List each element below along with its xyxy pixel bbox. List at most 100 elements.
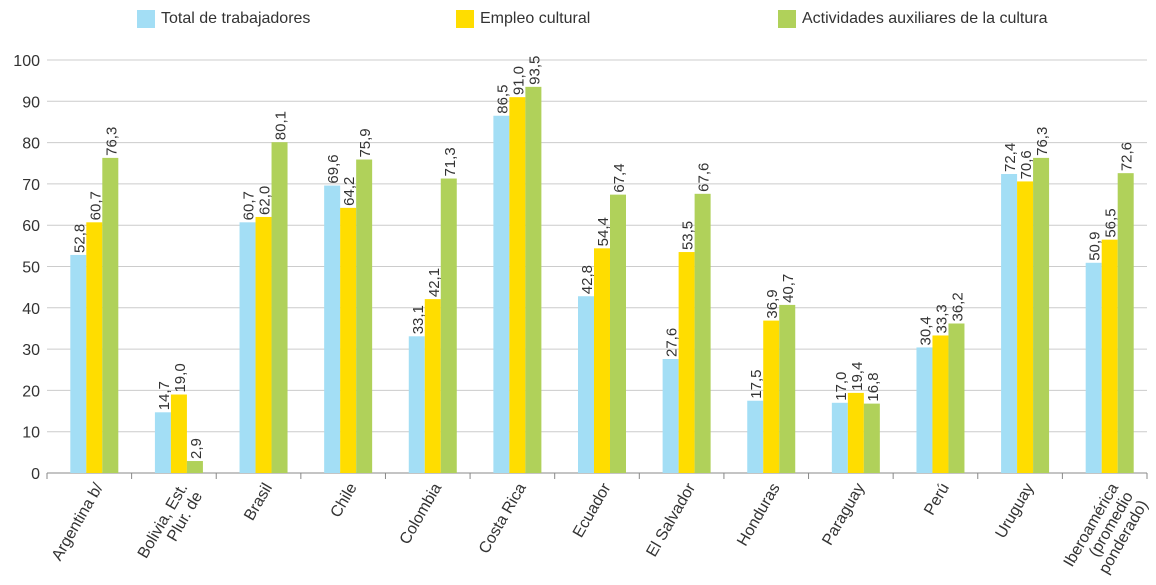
y-tick-label: 0 [31,466,40,483]
x-tick-label-line: Colombia [397,480,446,547]
y-tick-label: 80 [22,136,40,153]
x-tick-label: Perú [921,481,953,519]
data-label: 19,0 [172,363,189,392]
bar [424,299,441,473]
data-label: 60,7 [87,191,104,220]
data-label: 75,9 [357,128,374,157]
legend-swatch-total-trabajadores [137,10,155,28]
x-tick-label-line: Paraguay [819,481,868,549]
bar [408,336,425,473]
bar [440,178,457,473]
x-tick-label-line: Costa Rica [476,480,530,556]
bar [186,461,203,473]
data-label: 76,3 [103,127,120,156]
x-tick-label: Iberoamérica(promedioponderado) [1061,480,1152,585]
data-label: 72,6 [1119,142,1136,171]
legend-label-empleo-cultural: Empleo cultural [480,10,591,27]
data-label: 42,1 [426,268,443,297]
x-tick-label-line: Brasil [241,481,276,524]
data-label: 14,7 [156,381,173,410]
bar [1033,157,1050,474]
bar [493,115,510,473]
data-label: 27,6 [664,328,681,357]
legend-item-actividades-auxiliares: Actividades auxiliares de la cultura [778,10,1047,28]
bar [594,248,610,473]
data-label: 42,8 [579,265,596,294]
bar [831,402,848,473]
x-tick-label: Brasil [241,481,276,524]
data-label: 69,6 [325,154,342,183]
data-label: 93,5 [526,56,543,85]
x-tick-label: Uruguay [993,481,1038,542]
x-tick-label: Paraguay [819,481,868,549]
y-tick-label: 90 [22,94,40,111]
y-tick-label: 40 [22,301,40,318]
data-label: 80,1 [273,111,290,140]
bar [578,296,594,473]
bar [932,335,949,473]
bar [863,403,880,473]
y-tick-label: 100 [13,53,40,70]
x-tick-label: Chile [328,480,361,520]
data-label: 67,4 [611,163,628,192]
bar [255,216,272,473]
x-tick-label: El Salvador [643,480,699,560]
data-label: 17,0 [833,372,850,401]
bar [525,86,542,473]
data-label: 54,4 [595,217,612,246]
data-label: 40,7 [780,274,797,303]
x-tick-label: Bolivia, Est.Plur. de [135,480,206,569]
bar [356,159,373,473]
x-tick-label-line: Honduras [734,481,783,550]
data-label: 33,1 [410,305,427,334]
data-label: 72,4 [1002,143,1019,172]
x-tick-label-line: Perú [921,481,953,519]
data-label: 71,3 [442,147,459,176]
data-label: 16,8 [865,372,882,401]
bar [170,394,187,473]
data-label: 64,2 [341,177,358,206]
data-label: 91,0 [510,66,527,95]
bar [694,193,711,473]
legend-swatch-empleo-cultural [456,10,474,28]
bar [239,222,256,473]
bar [662,359,679,473]
x-tick-label: Costa Rica [476,480,530,556]
y-tick-label: 20 [22,383,40,400]
legend-label-total-trabajadores: Total de trabajadores [161,10,311,27]
data-label: 67,6 [696,163,713,192]
bar [847,392,864,473]
bar [948,323,965,473]
x-tick-label-line: Chile [328,480,361,520]
legend-item-empleo-cultural: Empleo cultural [456,10,590,28]
x-tick-label-line: Ecuador [570,480,615,541]
legend-label-actividades-auxiliares: Actividades auxiliares de la cultura [802,10,1048,27]
data-label: 30,4 [917,316,934,345]
bar [779,304,796,473]
x-tick-label: Colombia [397,480,446,547]
x-tick-label: Honduras [734,481,783,550]
x-tick-label-line: Uruguay [993,481,1038,542]
data-label: 36,2 [949,292,966,321]
bar [271,142,288,473]
y-tick-label: 30 [22,342,40,359]
bar [1117,173,1134,474]
data-label: 62,0 [257,186,274,215]
data-label: 2,9 [188,438,205,459]
data-label: 50,9 [1087,232,1104,261]
data-label: 33,3 [933,304,950,333]
data-label: 70,6 [1018,150,1035,179]
legend: Total de trabajadores Empleo cultural Ac… [0,8,1156,34]
bar [340,207,357,473]
data-label: 56,5 [1103,208,1120,237]
bar [154,412,171,473]
x-tick-label: Argentina b/ [49,480,107,564]
bar [763,320,780,473]
data-label: 86,5 [494,85,511,114]
bar [1001,173,1018,473]
x-tick-label-line: Argentina b/ [49,480,107,564]
bar [1085,262,1102,473]
bar [86,222,103,473]
bar [678,252,695,473]
